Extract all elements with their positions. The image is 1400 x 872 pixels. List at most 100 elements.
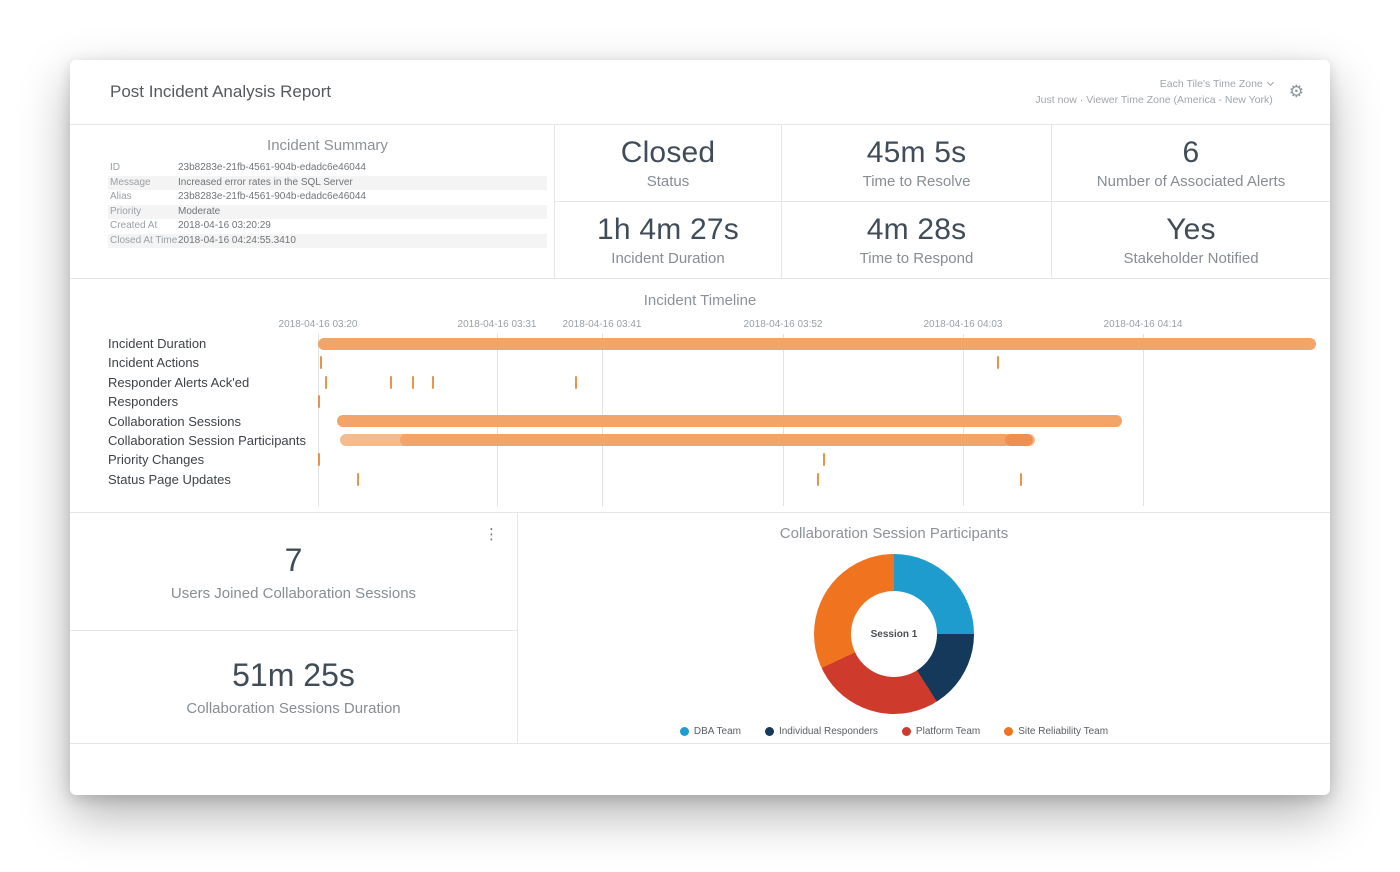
timeline-row	[316, 470, 1316, 489]
timeline-event-tick	[318, 453, 320, 467]
dot-separator: ·	[1079, 94, 1084, 106]
legend-item: Platform Team	[901, 726, 981, 737]
timeline-row-label: Incident Actions	[108, 355, 200, 371]
stat-tile-users-joined: ⋮ 7 Users Joined Collaboration Sessions	[70, 513, 517, 631]
kpi-tile-status: Closed Status	[555, 125, 782, 202]
kpi-tile-incident-duration: 1h 4m 27s Incident Duration	[555, 202, 782, 278]
kpi-value: 45m 5s	[866, 136, 967, 169]
table-row: ID 23b8283e-21fb-4561-904b-edadc6e46044	[108, 161, 547, 176]
legend-dot-icon	[679, 727, 689, 736]
timeline-bar	[318, 337, 1316, 350]
incident-summary-table: ID 23b8283e-21fb-4561-904b-edadc6e46044 …	[108, 161, 547, 248]
legend-dot-icon	[764, 727, 774, 736]
axis-tick-label: 2018-04-16 04:03	[923, 319, 1003, 330]
legend-label: DBA Team	[693, 726, 741, 737]
report-header: Post Incident Analysis Report Each Tile'…	[70, 60, 1330, 125]
gridline	[318, 334, 319, 506]
timeline-event-tick	[823, 453, 825, 467]
legend-dot-icon	[1004, 727, 1014, 736]
table-row: Alias 23b8283e-21fb-4561-904b-edadc6e460…	[108, 190, 547, 205]
timeline-row	[316, 392, 1316, 411]
kpi-label: Status	[646, 173, 690, 190]
donut-center-label: Session 1	[851, 591, 937, 677]
bottom-section: ⋮ 7 Users Joined Collaboration Sessions …	[70, 513, 1330, 744]
summary-row-label: Priority	[110, 205, 142, 217]
page-title: Post Incident Analysis Report	[110, 82, 332, 101]
timeline-row-labels: Incident Duration Incident Actions Respond…	[70, 334, 316, 506]
kpi-tile-time-to-resolve: 45m 5s Time to Resolve	[782, 125, 1052, 202]
timeline-event-tick	[357, 472, 359, 486]
timeline-row	[316, 431, 1316, 450]
viewer-timezone-line: Just now · Viewer Time Zone (America - N…	[1035, 92, 1272, 108]
incident-timeline-title: Incident Timeline	[643, 292, 757, 309]
kebab-menu-icon[interactable]: ⋮	[484, 525, 499, 543]
timeline-bar	[400, 434, 1010, 447]
legend-dot-icon	[901, 727, 911, 736]
gear-icon[interactable]: ⚙	[1288, 82, 1304, 102]
summary-kpi-section: Incident Summary ID 23b8283e-21fb-4561-9…	[70, 125, 1330, 279]
timeline-row-label: Priority Changes	[108, 452, 205, 468]
summary-row-label: Alias	[110, 191, 132, 202]
summary-row-value: Increased error rates in the SQL Server	[178, 176, 353, 188]
kpi-label: Time to Resolve	[862, 173, 971, 190]
legend-label: Platform Team	[915, 726, 981, 737]
summary-row-label: ID	[110, 162, 120, 173]
summary-row-value: 2018-04-16 03:20:29	[178, 220, 271, 231]
timeline-event-tick	[325, 375, 327, 389]
timeline-row	[316, 373, 1316, 392]
axis-tick-label: 2018-04-16 03:31	[457, 319, 537, 330]
stat-label: Collaboration Sessions Duration	[186, 700, 401, 717]
timeline-row	[316, 334, 1316, 353]
incident-summary-panel: Incident Summary ID 23b8283e-21fb-4561-9…	[70, 125, 555, 278]
stat-tile-sessions-duration: 51m 25s Collaboration Sessions Duration	[70, 631, 517, 743]
tile-timezone-label: Each Tile's Time Zone	[1159, 78, 1263, 90]
legend-label: Individual Responders	[778, 726, 878, 737]
legend-label: Site Reliability Team	[1018, 726, 1109, 737]
timeline-event-tick	[432, 375, 434, 389]
participants-donut: Session 1	[814, 554, 974, 714]
incident-timeline-panel: Incident Timeline 2018-04-16 03:20 2018-0…	[70, 279, 1330, 513]
axis-tick-label: 2018-04-16 03:41	[562, 319, 642, 330]
participants-panel: Collaboration Session Participants Sessi…	[518, 513, 1330, 743]
kpi-label: Stakeholder Notified	[1123, 250, 1259, 267]
timeline-event-tick	[412, 375, 414, 389]
timezone-block: Each Tile's Time Zone Just now · Viewer …	[1035, 76, 1274, 108]
kpi-tile-time-to-respond: 4m 28s Time to Respond	[782, 202, 1052, 278]
kpi-label: Time to Respond	[859, 250, 974, 267]
timeline-event-tick	[997, 356, 999, 370]
participants-title: Collaboration Session Participants	[779, 525, 1009, 542]
timeline-event-tick	[817, 472, 819, 486]
tile-timezone-dropdown[interactable]: Each Tile's Time Zone	[1035, 76, 1274, 92]
summary-row-value: Moderate	[178, 205, 221, 217]
incident-summary-title: Incident Summary	[267, 137, 388, 154]
timeline-row	[316, 412, 1316, 431]
viewer-timezone-label: Viewer Time Zone (America - New York)	[1086, 94, 1273, 106]
timeline-event-tick	[575, 375, 577, 389]
kpi-value: Closed	[620, 136, 716, 169]
summary-row-label: Message	[110, 176, 151, 188]
kpi-value: 1h 4m 27s	[597, 213, 739, 246]
kpi-label: Number of Associated Alerts	[1096, 173, 1286, 190]
summary-row-value: 2018-04-16 04:24:55.3410	[178, 234, 296, 246]
timeline-row-label: Responder Alerts Ack'ed	[108, 374, 250, 390]
axis-tick-label: 2018-04-16 03:52	[743, 319, 823, 330]
summary-row-label: Created At Time	[110, 220, 158, 231]
legend-item: DBA Team	[679, 726, 741, 737]
updated-text: Just now	[1035, 94, 1077, 106]
chevron-down-icon	[1266, 78, 1274, 87]
summary-row-label: Closed At Time	[110, 234, 178, 246]
axis-tick-label: 2018-04-16 04:14	[1103, 319, 1183, 330]
timeline-axis: 2018-04-16 03:20 2018-04-16 03:31 2018-04-…	[279, 319, 1316, 333]
table-row: Message Increased error rates in the SQL…	[108, 175, 547, 190]
timeline-bar	[337, 415, 1122, 428]
stat-label: Users Joined Collaboration Sessions	[170, 584, 417, 602]
stat-value: 51m 25s	[232, 657, 355, 693]
table-row: Closed At Time 2018-04-16 04:24:55.3410	[108, 233, 547, 248]
timeline-row-label: Status Page Updates	[108, 471, 231, 487]
legend-item: Site Reliability Team	[1004, 726, 1108, 737]
dashboard-card: Post Incident Analysis Report Each Tile'…	[70, 60, 1330, 795]
timeline-row-label: Responders	[108, 394, 179, 410]
legend-item: Individual Responders	[764, 726, 878, 737]
timeline-row-label: Incident Duration	[108, 336, 207, 351]
timeline-event-tick	[320, 356, 322, 370]
